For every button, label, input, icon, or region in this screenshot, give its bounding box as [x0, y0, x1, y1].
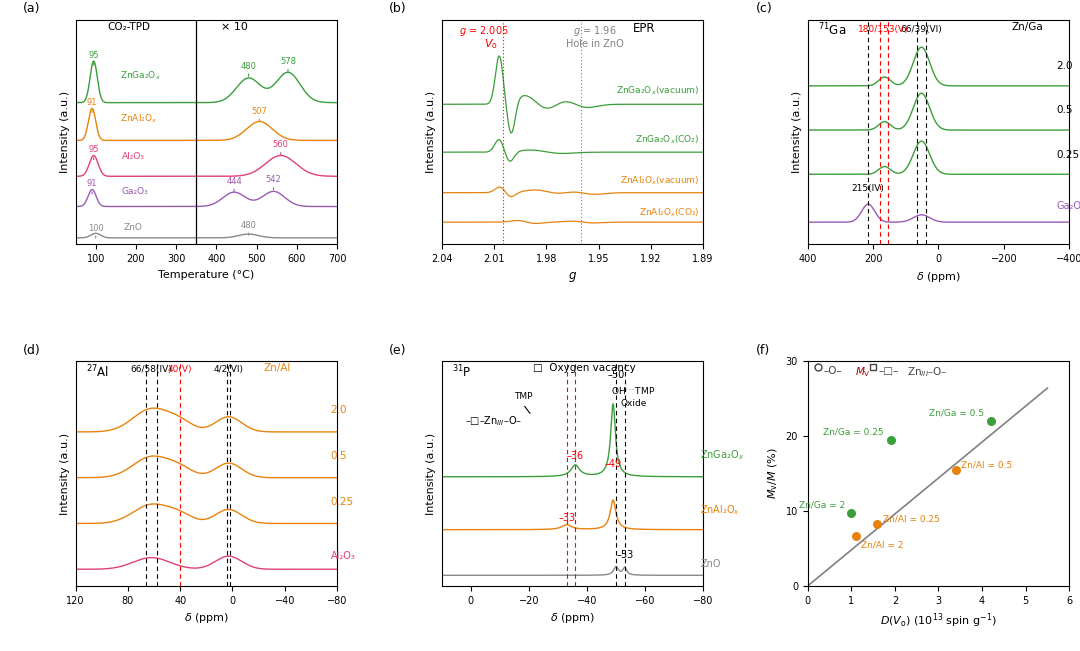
X-axis label: $\delta$ (ppm): $\delta$ (ppm) [916, 270, 961, 284]
Text: Zn/Al = 2: Zn/Al = 2 [861, 540, 903, 549]
Text: 0.5: 0.5 [330, 451, 347, 461]
Text: 0.25: 0.25 [330, 497, 353, 506]
Text: (e): (e) [390, 344, 407, 357]
Text: ZnAl₂O$_x$(vacuum): ZnAl₂O$_x$(vacuum) [620, 174, 700, 187]
X-axis label: $\delta$ (ppm): $\delta$ (ppm) [550, 611, 595, 625]
Text: 91: 91 [86, 180, 97, 188]
Text: $g$ = 2.005: $g$ = 2.005 [459, 24, 509, 38]
Text: 180/153(V): 180/153(V) [858, 25, 908, 35]
Y-axis label: Intensity (a.u.): Intensity (a.u.) [60, 91, 70, 173]
Text: 66/39(VI): 66/39(VI) [901, 25, 943, 35]
Text: 100: 100 [87, 223, 104, 232]
Text: Zn$_{III}$–O–: Zn$_{III}$–O– [907, 366, 947, 380]
Text: –53: –53 [616, 550, 633, 560]
Text: –O–: –O– [823, 366, 842, 376]
Text: ZnGa₂O$_x$(vacuum): ZnGa₂O$_x$(vacuum) [617, 84, 700, 97]
Point [947, 465, 964, 475]
Point [868, 518, 886, 529]
Text: Zn/Al: Zn/Al [264, 363, 292, 374]
Text: EPR: EPR [633, 21, 656, 35]
Text: (f): (f) [755, 344, 770, 357]
Text: ZnGa₂O$_x$(CO₂): ZnGa₂O$_x$(CO₂) [635, 134, 700, 146]
Text: 480: 480 [241, 62, 257, 70]
Text: 215(IV): 215(IV) [852, 184, 885, 193]
Text: Ga₂O₃: Ga₂O₃ [1056, 201, 1080, 212]
Text: –50: –50 [607, 370, 624, 380]
Text: × 10: × 10 [220, 21, 247, 32]
Text: ZnGa₂O$_x$: ZnGa₂O$_x$ [120, 69, 161, 81]
Text: Zn/Ga = 0.5: Zn/Ga = 0.5 [929, 408, 984, 417]
Text: ZnAl₂O$_x$: ZnAl₂O$_x$ [700, 503, 740, 517]
Point [847, 531, 864, 541]
Text: 91: 91 [86, 98, 97, 107]
Text: 444: 444 [226, 176, 242, 186]
Text: ZnO: ZnO [700, 559, 720, 569]
Y-axis label: Intensity (a.u.): Intensity (a.u.) [427, 432, 436, 514]
Text: Zn/Al = 0.25: Zn/Al = 0.25 [882, 515, 940, 523]
Text: TMP: TMP [514, 392, 532, 401]
Text: –□–Zn$_{III}$–O–: –□–Zn$_{III}$–O– [465, 414, 523, 428]
Y-axis label: Intensity (a.u.): Intensity (a.u.) [427, 91, 436, 173]
Text: 480: 480 [241, 221, 257, 230]
X-axis label: $D(V_\mathrm{o})$ (10$^{13}$ spin g$^{-1}$): $D(V_\mathrm{o})$ (10$^{13}$ spin g$^{-1… [880, 611, 997, 630]
Text: 507: 507 [252, 107, 268, 116]
Text: Oxide: Oxide [620, 399, 647, 408]
Text: –33: –33 [558, 514, 576, 523]
Text: 578: 578 [280, 57, 296, 66]
Text: 0.5: 0.5 [1056, 105, 1072, 115]
Point [842, 508, 860, 518]
X-axis label: $g$: $g$ [568, 270, 577, 284]
Point [882, 435, 900, 445]
Text: 95: 95 [89, 145, 99, 154]
Text: $M_\mathrm{V}$: $M_\mathrm{V}$ [854, 366, 870, 380]
Text: 66/58(IV): 66/58(IV) [131, 365, 173, 374]
Y-axis label: Intensity (a.u.): Intensity (a.u.) [60, 432, 70, 514]
Text: 2.0: 2.0 [330, 405, 347, 415]
Text: Hole in ZnO: Hole in ZnO [566, 39, 624, 49]
X-axis label: Temperature (°C): Temperature (°C) [158, 270, 255, 279]
Text: 0.25: 0.25 [1056, 150, 1079, 159]
Text: ZnAl₂O$_x$(CO₂): ZnAl₂O$_x$(CO₂) [639, 207, 700, 219]
Text: 95: 95 [89, 51, 99, 60]
Text: Zn/Ga: Zn/Ga [1012, 21, 1043, 32]
Text: 40(V): 40(V) [167, 365, 192, 374]
Text: (a): (a) [24, 2, 41, 15]
Text: $V_\mathrm{o}$: $V_\mathrm{o}$ [484, 37, 498, 51]
Text: 542: 542 [266, 175, 282, 184]
Text: $^{27}$Al: $^{27}$Al [86, 363, 109, 380]
Text: Zn/Al = 0.5: Zn/Al = 0.5 [961, 461, 1012, 470]
Y-axis label: $M_\mathrm{v}/M$ (%): $M_\mathrm{v}/M$ (%) [767, 448, 780, 499]
Text: $^{31}$P: $^{31}$P [453, 363, 472, 380]
Text: –□–: –□– [878, 366, 899, 376]
Text: ZnO: ZnO [124, 223, 143, 232]
Text: (d): (d) [24, 344, 41, 357]
Text: $^{71}$Ga: $^{71}$Ga [819, 21, 847, 38]
Text: –36: –36 [567, 450, 584, 461]
Text: OH$^{...}$TMP: OH$^{...}$TMP [611, 385, 656, 396]
Text: ZnGa₂O$_x$: ZnGa₂O$_x$ [700, 449, 744, 462]
Point [982, 416, 999, 426]
Text: $g$ = 1.96: $g$ = 1.96 [573, 24, 617, 38]
Text: (c): (c) [755, 2, 772, 15]
Text: –49: –49 [605, 459, 622, 469]
Text: Al₂O₃: Al₂O₃ [122, 152, 145, 161]
Text: 2.0: 2.0 [1056, 61, 1072, 71]
Text: Al₂O₃: Al₂O₃ [330, 551, 355, 561]
Text: ZnAl₂O$_x$: ZnAl₂O$_x$ [120, 113, 157, 125]
Text: 560: 560 [273, 140, 288, 149]
Text: 4/2(VI): 4/2(VI) [214, 365, 244, 374]
Text: Zn/Ga = 2: Zn/Ga = 2 [798, 501, 845, 510]
Y-axis label: Intensity (a.u.): Intensity (a.u.) [792, 91, 802, 173]
Text: Zn/Ga = 0.25: Zn/Ga = 0.25 [823, 427, 885, 436]
Text: CO₂-TPD: CO₂-TPD [107, 21, 150, 32]
Text: Ga₂O₃: Ga₂O₃ [122, 187, 149, 196]
X-axis label: $\delta$ (ppm): $\delta$ (ppm) [184, 611, 229, 625]
Text: □  Oxygen vacancy: □ Oxygen vacancy [534, 363, 636, 374]
Text: (b): (b) [390, 2, 407, 15]
